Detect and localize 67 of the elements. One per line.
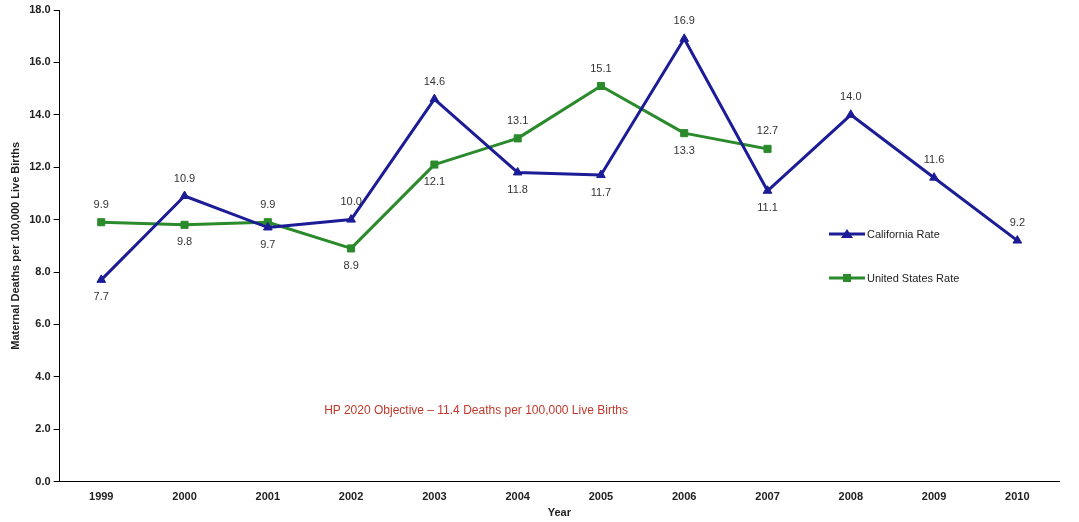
data-label: 9.9	[93, 197, 109, 210]
y-tick-label: 18.0	[29, 3, 51, 16]
data-label: 12.7	[756, 124, 779, 137]
legend-label: California Rate	[867, 227, 940, 240]
data-label: 13.1	[506, 113, 529, 126]
data-label: 9.9	[260, 197, 276, 210]
data-label: 14.0	[840, 90, 862, 103]
point	[429, 93, 440, 103]
data-label: 13.3	[673, 143, 695, 156]
y-tick-label: 14.0	[29, 107, 51, 120]
point	[929, 172, 939, 181]
point	[596, 169, 606, 179]
point	[845, 109, 856, 118]
x-axis-title: Year	[547, 506, 572, 519]
y-tick-label: 10.0	[29, 212, 51, 225]
data-label: 12.1	[423, 175, 446, 188]
data-label: 9.7	[260, 237, 276, 250]
data-label: 15.1	[590, 61, 612, 74]
data-label: 14.6	[423, 74, 446, 87]
y-tick-label: 8.0	[35, 265, 51, 278]
data-label: 10.0	[340, 195, 362, 208]
point	[762, 185, 773, 194]
data-label: 11.7	[590, 185, 612, 198]
x-tick-label: 2009	[921, 490, 947, 503]
y-tick-label: 0.0	[35, 474, 51, 487]
data-label: 9.2	[1009, 216, 1026, 229]
data-label: 8.9	[343, 258, 359, 271]
y-tick-label: 4.0	[35, 369, 51, 382]
point	[513, 134, 522, 143]
point	[512, 166, 523, 176]
point	[347, 244, 356, 253]
x-tick-label: 2001	[255, 490, 281, 503]
data-label: 11.1	[757, 201, 778, 214]
annotation: HP 2020 Objective – 11.4 Deaths per 100,000 Live Births	[324, 403, 628, 418]
data-label: 11.6	[923, 153, 945, 166]
point	[680, 129, 689, 138]
point	[763, 144, 772, 153]
point	[679, 33, 690, 42]
legend-label: United States Rate	[867, 271, 960, 284]
data-label: 9.8	[176, 235, 193, 248]
point	[1012, 235, 1023, 244]
x-tick-label: 2000	[172, 490, 197, 503]
y-tick-label: 6.0	[35, 317, 51, 330]
y-tick-label: 12.0	[29, 160, 51, 173]
point	[180, 220, 189, 229]
x-tick-label: 2003	[422, 490, 447, 503]
x-tick-label: 2010	[1005, 490, 1030, 503]
x-tick-label: 2004	[505, 490, 531, 503]
y-tick-label: 2.0	[35, 422, 51, 435]
point	[430, 160, 439, 169]
data-label: 11.8	[507, 182, 528, 195]
x-tick-label: 2006	[671, 490, 697, 503]
data-label: 7.7	[93, 290, 109, 303]
point	[262, 221, 273, 231]
x-tick-label: 2007	[755, 490, 780, 503]
data-label: 16.9	[673, 14, 695, 27]
point	[346, 214, 356, 223]
point	[96, 274, 107, 283]
point	[97, 218, 106, 227]
x-tick-label: 2008	[838, 490, 864, 503]
point	[596, 81, 605, 91]
y-tick-label: 16.0	[29, 55, 51, 68]
x-tick-label: 2002	[338, 490, 364, 503]
x-tick-label: 2005	[588, 490, 614, 503]
x-tick-label: 1999	[89, 490, 114, 503]
data-label: 10.9	[173, 171, 196, 184]
y-axis-title: Maternal Deaths per 100,000 Live Births	[8, 141, 21, 350]
